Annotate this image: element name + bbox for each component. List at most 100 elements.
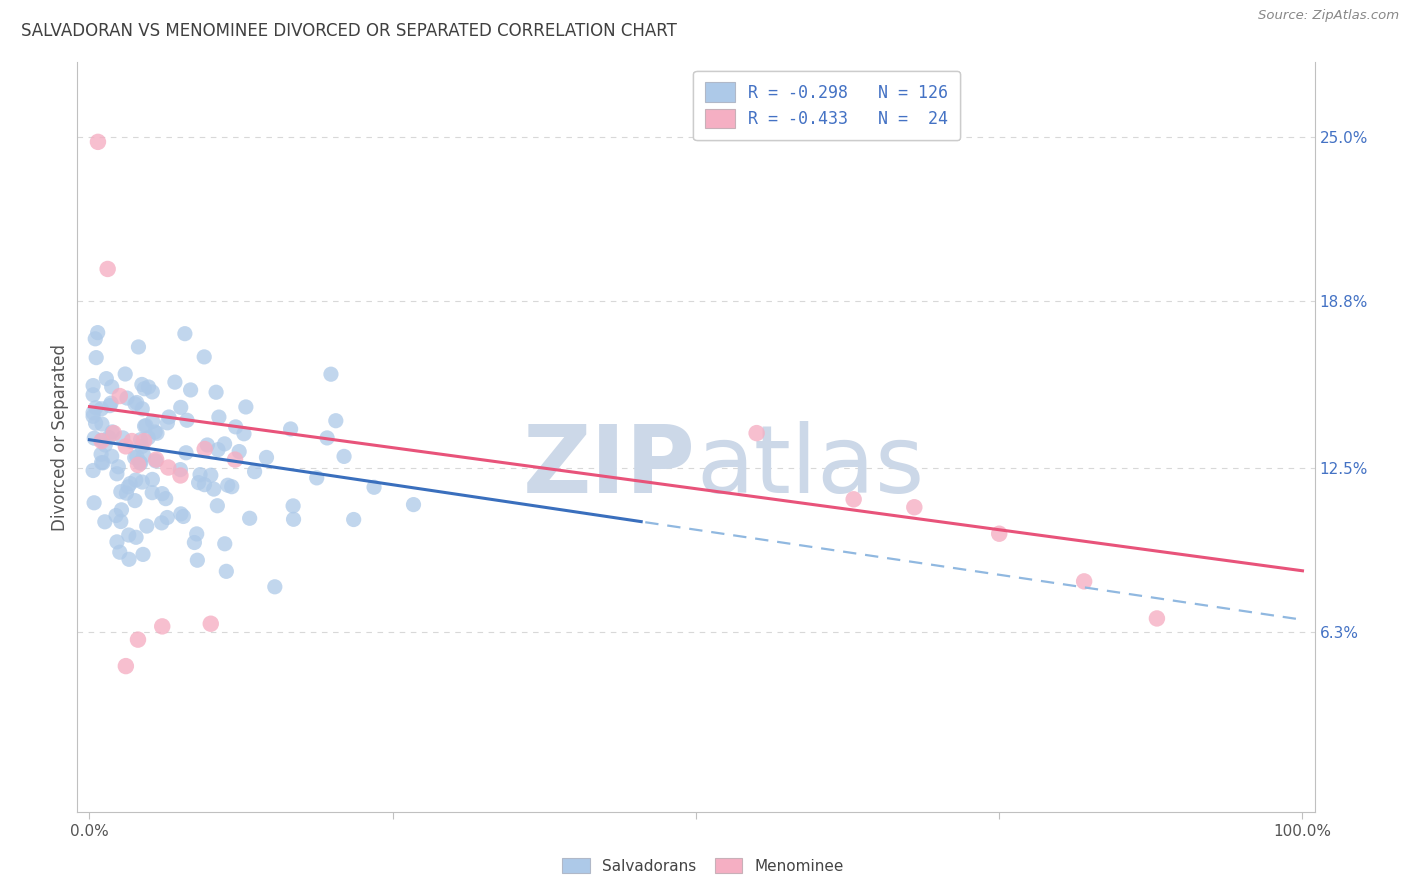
Text: ZIP: ZIP (523, 421, 696, 513)
Point (169, 462, 191, 476)
Point (170, 507, 193, 521)
Point (221, 480, 243, 494)
Point (94, 438, 117, 452)
Point (103, 426, 125, 441)
Point (120, 476, 142, 491)
Point (281, 499, 304, 513)
Point (91, 456, 114, 470)
Point (155, 491, 177, 506)
Point (132, 548, 155, 562)
Point (215, 565, 238, 579)
Point (105, 467, 128, 481)
Point (745, 426, 768, 441)
Point (82, 409, 104, 424)
Point (186, 527, 208, 541)
Point (176, 413, 198, 427)
Point (172, 509, 194, 524)
Point (200, 468, 222, 483)
Point (135, 519, 157, 533)
Point (316, 431, 339, 445)
Point (82, 378, 104, 392)
Point (988, 526, 1011, 541)
Point (243, 465, 266, 479)
Point (94, 515, 117, 529)
Point (214, 537, 236, 551)
Point (402, 498, 425, 512)
Point (193, 350, 215, 364)
Point (141, 384, 163, 399)
Point (205, 385, 228, 400)
Point (842, 492, 865, 507)
Point (90, 433, 112, 447)
Point (200, 616, 222, 631)
Point (150, 486, 173, 500)
Point (117, 480, 139, 494)
Point (202, 482, 225, 496)
Point (84, 332, 107, 346)
Point (124, 397, 146, 411)
Point (127, 458, 149, 472)
Point (83, 496, 105, 510)
Point (145, 452, 167, 467)
Point (96, 371, 118, 385)
Point (82, 388, 104, 402)
Point (193, 477, 215, 491)
Point (90, 447, 112, 461)
Point (1146, 611, 1168, 625)
Point (174, 446, 197, 460)
Text: atlas: atlas (696, 421, 924, 513)
Point (129, 456, 152, 470)
Point (156, 416, 179, 430)
Point (125, 450, 148, 464)
Point (129, 455, 152, 469)
Point (82, 406, 104, 420)
Point (134, 419, 156, 434)
Point (183, 535, 205, 549)
Point (163, 375, 186, 389)
Point (207, 499, 229, 513)
Point (186, 553, 208, 567)
Point (100, 396, 122, 410)
Point (233, 426, 256, 441)
Y-axis label: Divorced or Separated: Divorced or Separated (51, 343, 69, 531)
Point (105, 508, 128, 523)
Point (114, 367, 136, 381)
Point (101, 425, 124, 439)
Point (110, 515, 132, 529)
Point (129, 433, 152, 447)
Point (125, 395, 148, 409)
Point (169, 468, 191, 483)
Point (131, 377, 153, 392)
Point (100, 450, 122, 464)
Point (131, 440, 153, 454)
Point (280, 422, 302, 436)
Point (156, 510, 179, 524)
Point (98, 399, 121, 413)
Point (214, 437, 236, 451)
Point (343, 512, 366, 526)
Point (224, 452, 246, 467)
Point (145, 454, 167, 468)
Point (283, 512, 305, 526)
Point (108, 389, 131, 403)
Point (131, 401, 153, 416)
Point (173, 326, 195, 341)
Point (195, 438, 218, 452)
Point (136, 431, 159, 445)
Point (256, 450, 278, 465)
Point (84, 351, 107, 365)
Point (131, 475, 153, 489)
Point (127, 632, 149, 647)
Point (187, 475, 209, 490)
Point (124, 493, 146, 508)
Point (115, 659, 138, 673)
Point (263, 580, 285, 594)
Text: Source: ZipAtlas.com: Source: ZipAtlas.com (1258, 9, 1399, 22)
Point (157, 410, 180, 425)
Point (115, 439, 138, 453)
Point (125, 530, 148, 544)
Point (132, 449, 155, 463)
Point (150, 619, 173, 633)
Point (90, 456, 112, 470)
Point (194, 442, 217, 456)
